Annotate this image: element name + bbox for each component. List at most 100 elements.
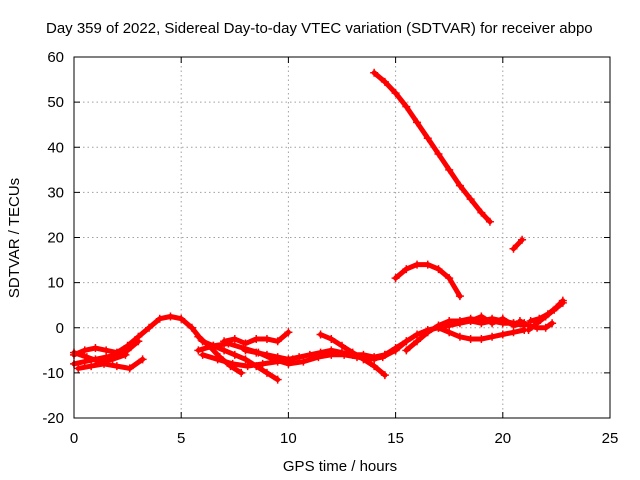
data-point: [295, 353, 304, 362]
data-point: [558, 296, 567, 305]
data-series: [70, 68, 567, 384]
data-point: [455, 292, 464, 301]
data-point: [509, 321, 518, 330]
data-point: [466, 335, 475, 344]
data-point: [359, 355, 368, 364]
data-point: [488, 332, 497, 341]
data-point: [445, 328, 454, 337]
data-point: [391, 274, 400, 283]
data-point: [338, 348, 346, 357]
data-point: [213, 355, 222, 364]
data-point: [284, 328, 293, 337]
data-point: [423, 260, 432, 269]
data-point: [391, 344, 400, 353]
y-tick-label: 50: [47, 94, 64, 111]
data-point: [74, 364, 83, 373]
data-point: [391, 89, 400, 98]
data-point: [230, 350, 239, 359]
data-point: [241, 355, 250, 364]
data-point: [413, 330, 422, 339]
x-tick-label: 5: [177, 430, 185, 447]
data-point: [533, 323, 542, 332]
data-point: [121, 350, 130, 359]
data-point: [413, 337, 422, 346]
y-tick-label: 0: [56, 320, 64, 337]
data-point: [194, 346, 203, 355]
series-arc21: [511, 237, 525, 252]
y-tick-label: -20: [42, 410, 64, 427]
data-point: [477, 335, 486, 344]
data-point: [445, 165, 454, 174]
data-point: [112, 362, 121, 371]
data-point: [252, 335, 261, 344]
y-tick-label: -10: [42, 365, 64, 382]
data-point: [488, 319, 497, 328]
series-arc19: [371, 70, 493, 225]
data-point: [498, 314, 507, 323]
data-point: [466, 195, 475, 204]
x-axis-label: GPS time / hours: [283, 458, 397, 475]
data-point: [228, 359, 237, 368]
chart-title: Day 359 of 2022, Sidereal Day-to-day VTE…: [46, 20, 593, 37]
data-point: [273, 337, 282, 346]
y-axis-label: SDTVAR / TECUs: [6, 178, 23, 298]
data-point: [138, 355, 147, 364]
data-point: [380, 371, 389, 380]
data-point: [82, 353, 91, 362]
data-point: [166, 312, 175, 321]
data-point: [370, 362, 379, 371]
x-tick-label: 15: [387, 430, 404, 447]
data-point: [187, 323, 196, 332]
data-point: [95, 357, 104, 366]
data-point: [262, 335, 271, 344]
x-tick-label: 10: [280, 430, 297, 447]
data-point: [252, 348, 261, 357]
data-point: [434, 323, 443, 332]
data-point: [434, 150, 443, 159]
y-tick-label: 20: [47, 230, 64, 247]
data-point: [198, 337, 207, 346]
data-point: [413, 260, 422, 269]
data-point: [423, 134, 432, 143]
data-point: [548, 319, 557, 328]
data-point: [413, 118, 422, 127]
data-point: [380, 77, 389, 86]
y-tick-label: 60: [47, 49, 64, 66]
data-point: [155, 314, 164, 323]
data-point: [455, 181, 464, 190]
data-point: [273, 375, 282, 384]
data-point: [370, 68, 379, 77]
data-point: [445, 274, 454, 283]
data-point: [209, 341, 218, 350]
data-point: [327, 335, 336, 344]
data-point: [370, 355, 379, 364]
data-point: [316, 330, 325, 339]
data-point: [535, 314, 544, 323]
data-point: [541, 323, 550, 332]
data-point: [455, 332, 464, 341]
data-point: [434, 265, 443, 274]
data-point: [509, 328, 518, 337]
x-tick-label: 25: [602, 430, 619, 447]
data-point: [87, 362, 96, 371]
data-point: [108, 355, 117, 364]
data-point: [552, 303, 561, 312]
data-point: [220, 337, 229, 346]
data-point: [524, 321, 533, 330]
data-point: [515, 316, 524, 325]
data-point: [477, 312, 486, 321]
data-point: [498, 330, 507, 339]
y-tick-label: 30: [47, 184, 64, 201]
grid-lines: [74, 57, 610, 418]
data-point: [145, 323, 154, 332]
x-tick-label: 0: [70, 430, 78, 447]
data-point: [299, 357, 308, 366]
data-point: [125, 364, 134, 373]
data-point: [262, 350, 271, 359]
data-point: [177, 314, 186, 323]
data-point: [348, 348, 357, 357]
data-point: [402, 265, 411, 274]
data-point: [262, 368, 271, 377]
x-tick-label: 20: [494, 430, 511, 447]
data-point: [402, 346, 411, 355]
